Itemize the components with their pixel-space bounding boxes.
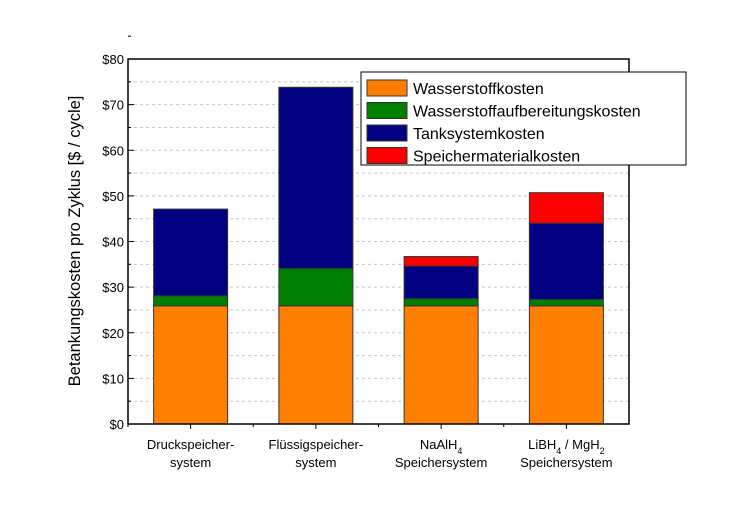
y-tick-label: $20 <box>102 326 124 341</box>
y-tick-label: $70 <box>102 98 124 113</box>
bar-segment <box>528 192 604 224</box>
bar-segment <box>403 265 479 300</box>
legend-label: Wasserstoffkosten <box>413 81 544 98</box>
bar-segment <box>278 267 354 307</box>
y-tick-label: $60 <box>102 143 124 158</box>
y-tick-label: $0 <box>110 417 124 432</box>
y-tick-label: $30 <box>102 280 124 295</box>
x-tick-label: Druckspeicher- <box>147 437 234 452</box>
x-tick-label: Speichersystem <box>520 455 612 470</box>
bar-segment <box>528 298 604 307</box>
y-tick-label: $10 <box>102 371 124 386</box>
axes: $0 $10 $20 $30 $40 $50 $60 $70 $80 <box>102 35 630 432</box>
legend-label: Wasserstoffaufbereitungskosten <box>413 104 641 121</box>
bar-segment <box>403 305 479 425</box>
bar-segment <box>528 305 604 425</box>
bar-segment <box>403 298 479 307</box>
bar-segment <box>403 256 479 267</box>
bar-segment <box>278 305 354 425</box>
legend-box <box>360 71 687 166</box>
x-tick-label: system <box>295 455 336 470</box>
y-axis-label: Betankungskosten pro Zyklus [$ / cycle] <box>66 96 84 387</box>
x-tick-label: LiBH4 / MgH2 <box>528 437 605 456</box>
bar-segment <box>153 295 229 307</box>
y-tick-label: $40 <box>102 235 124 250</box>
bar-segment <box>153 208 229 297</box>
y-tick-label: $50 <box>102 189 124 204</box>
legend-swatch <box>366 102 408 119</box>
x-tick-label: Flüssigspeicher- <box>269 437 364 452</box>
bar-segment <box>278 86 354 269</box>
x-tick-label: system <box>170 455 211 470</box>
legend-swatch <box>366 79 408 97</box>
y-tick-label: $80 <box>102 52 124 67</box>
bar-segment <box>528 222 604 300</box>
bars <box>153 86 604 425</box>
x-tick-labels: Druckspeicher-system Flüssigspeicher-syst… <box>147 437 613 470</box>
x-tick-label: NaAlH4 <box>420 437 463 456</box>
legend: Wasserstoffkosten Wasserstoffaufbereitung… <box>360 71 687 166</box>
bar-segment <box>153 305 229 425</box>
x-tick-label: Speichersystem <box>395 455 487 470</box>
legend-label: Tanksystemkosten <box>413 126 545 143</box>
legend-swatch <box>366 124 408 142</box>
legend-swatch <box>366 147 408 164</box>
legend-label: Speichermaterialkosten <box>413 149 580 166</box>
